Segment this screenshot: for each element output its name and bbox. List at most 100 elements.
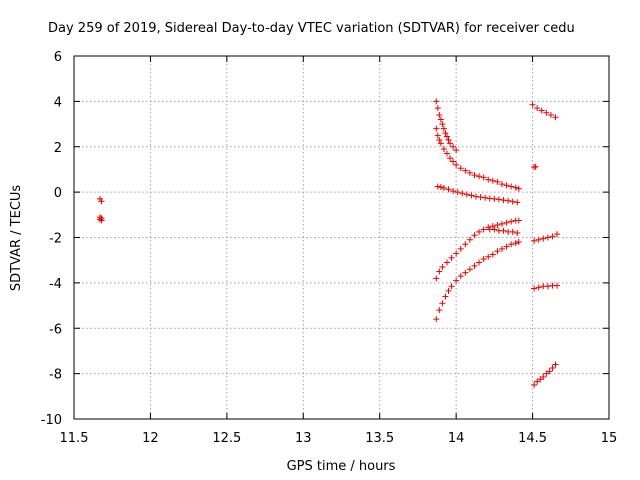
- data-point: [448, 283, 455, 290]
- data-point: [538, 107, 545, 114]
- data-point: [515, 185, 522, 192]
- data-point: [445, 136, 452, 143]
- y-tick-label: -6: [49, 322, 62, 337]
- series-early: [96, 195, 105, 224]
- grid: [74, 56, 609, 419]
- y-tick-label: 4: [54, 95, 62, 110]
- data-point: [476, 173, 483, 180]
- data-point: [445, 287, 452, 294]
- data-point: [454, 189, 461, 196]
- data-point: [443, 259, 450, 266]
- data-point: [543, 370, 550, 377]
- data-point: [462, 241, 469, 248]
- x-axis-label: GPS time / hours: [287, 459, 396, 474]
- data-point: [552, 114, 559, 121]
- y-tick-label: -8: [49, 368, 62, 383]
- data-point: [489, 177, 496, 184]
- x-tick-label: 12: [142, 431, 159, 446]
- chart-title: Day 259 of 2019, Sidereal Day-to-day VTE…: [48, 21, 575, 36]
- data-point: [453, 250, 460, 257]
- data-point: [477, 194, 484, 201]
- data-point: [434, 105, 441, 112]
- data-point: [505, 197, 512, 204]
- data-point: [447, 140, 454, 147]
- data-point: [453, 277, 460, 284]
- data-point: [509, 228, 516, 235]
- series-lower-arc-a: [433, 217, 522, 282]
- data-point: [512, 184, 519, 191]
- data-point: [494, 178, 501, 185]
- data-point: [531, 285, 538, 292]
- data-point: [532, 163, 539, 170]
- data-point: [462, 269, 469, 276]
- data-point: [436, 111, 443, 118]
- data-point: [445, 186, 452, 193]
- data-point: [482, 194, 489, 201]
- data-point: [440, 185, 447, 192]
- data-point: [489, 251, 496, 258]
- y-tick-label: 2: [54, 141, 62, 156]
- data-point: [463, 191, 470, 198]
- data-point: [494, 248, 501, 255]
- data-point: [485, 176, 492, 183]
- y-tick-label: -10: [41, 413, 62, 428]
- data-point: [471, 232, 478, 239]
- data-point: [544, 283, 551, 290]
- data-point: [540, 374, 547, 381]
- data-point: [462, 167, 469, 174]
- data-point: [450, 158, 457, 165]
- data-point: [554, 231, 561, 238]
- data-point: [433, 275, 440, 282]
- series-lower-arc-b: [486, 226, 521, 236]
- data-point: [552, 361, 559, 368]
- data-point: [491, 226, 498, 233]
- data-point: [515, 217, 522, 224]
- series-late-4: [531, 282, 561, 292]
- data-point: [457, 273, 464, 280]
- data-point: [436, 307, 443, 314]
- data-point: [466, 236, 473, 243]
- x-tick-label: 13.5: [365, 431, 394, 446]
- data-point: [531, 237, 538, 244]
- data-point: [499, 181, 505, 188]
- data-point: [453, 147, 460, 154]
- data-point: [98, 217, 105, 224]
- data-point: [457, 245, 464, 252]
- data-point: [537, 376, 544, 383]
- data-point: [471, 262, 478, 269]
- y-tick-label: -2: [49, 232, 62, 247]
- data-point: [437, 116, 444, 123]
- data-point: [499, 245, 505, 252]
- x-tick-label: 14.5: [518, 431, 547, 446]
- data-point: [534, 378, 541, 385]
- data-point: [534, 105, 541, 112]
- data-point: [439, 300, 446, 307]
- data-point: [549, 364, 556, 371]
- data-point: [509, 198, 516, 205]
- series-upper-arc-a: [433, 98, 460, 154]
- data-point: [476, 259, 483, 266]
- data-point: [450, 187, 457, 194]
- data-point: [468, 192, 475, 199]
- data-point: [546, 368, 553, 375]
- series-late-1: [529, 101, 559, 121]
- data-point: [433, 98, 440, 105]
- data-point: [439, 121, 446, 128]
- data-point: [549, 233, 556, 240]
- y-tick-label: 6: [54, 50, 62, 65]
- data-point: [443, 150, 450, 157]
- data-point: [503, 219, 510, 226]
- data-point: [480, 256, 487, 263]
- series-late-3: [531, 231, 561, 244]
- data-point: [476, 228, 483, 235]
- data-point: [512, 240, 519, 247]
- data-point: [459, 190, 466, 197]
- data-point: [503, 182, 510, 189]
- data-point: [500, 197, 507, 204]
- data-point: [494, 222, 501, 229]
- data-point: [535, 236, 542, 243]
- data-point: [540, 235, 547, 242]
- data-point: [434, 132, 441, 139]
- x-tick-label: 13: [295, 431, 312, 446]
- data-point: [466, 169, 473, 176]
